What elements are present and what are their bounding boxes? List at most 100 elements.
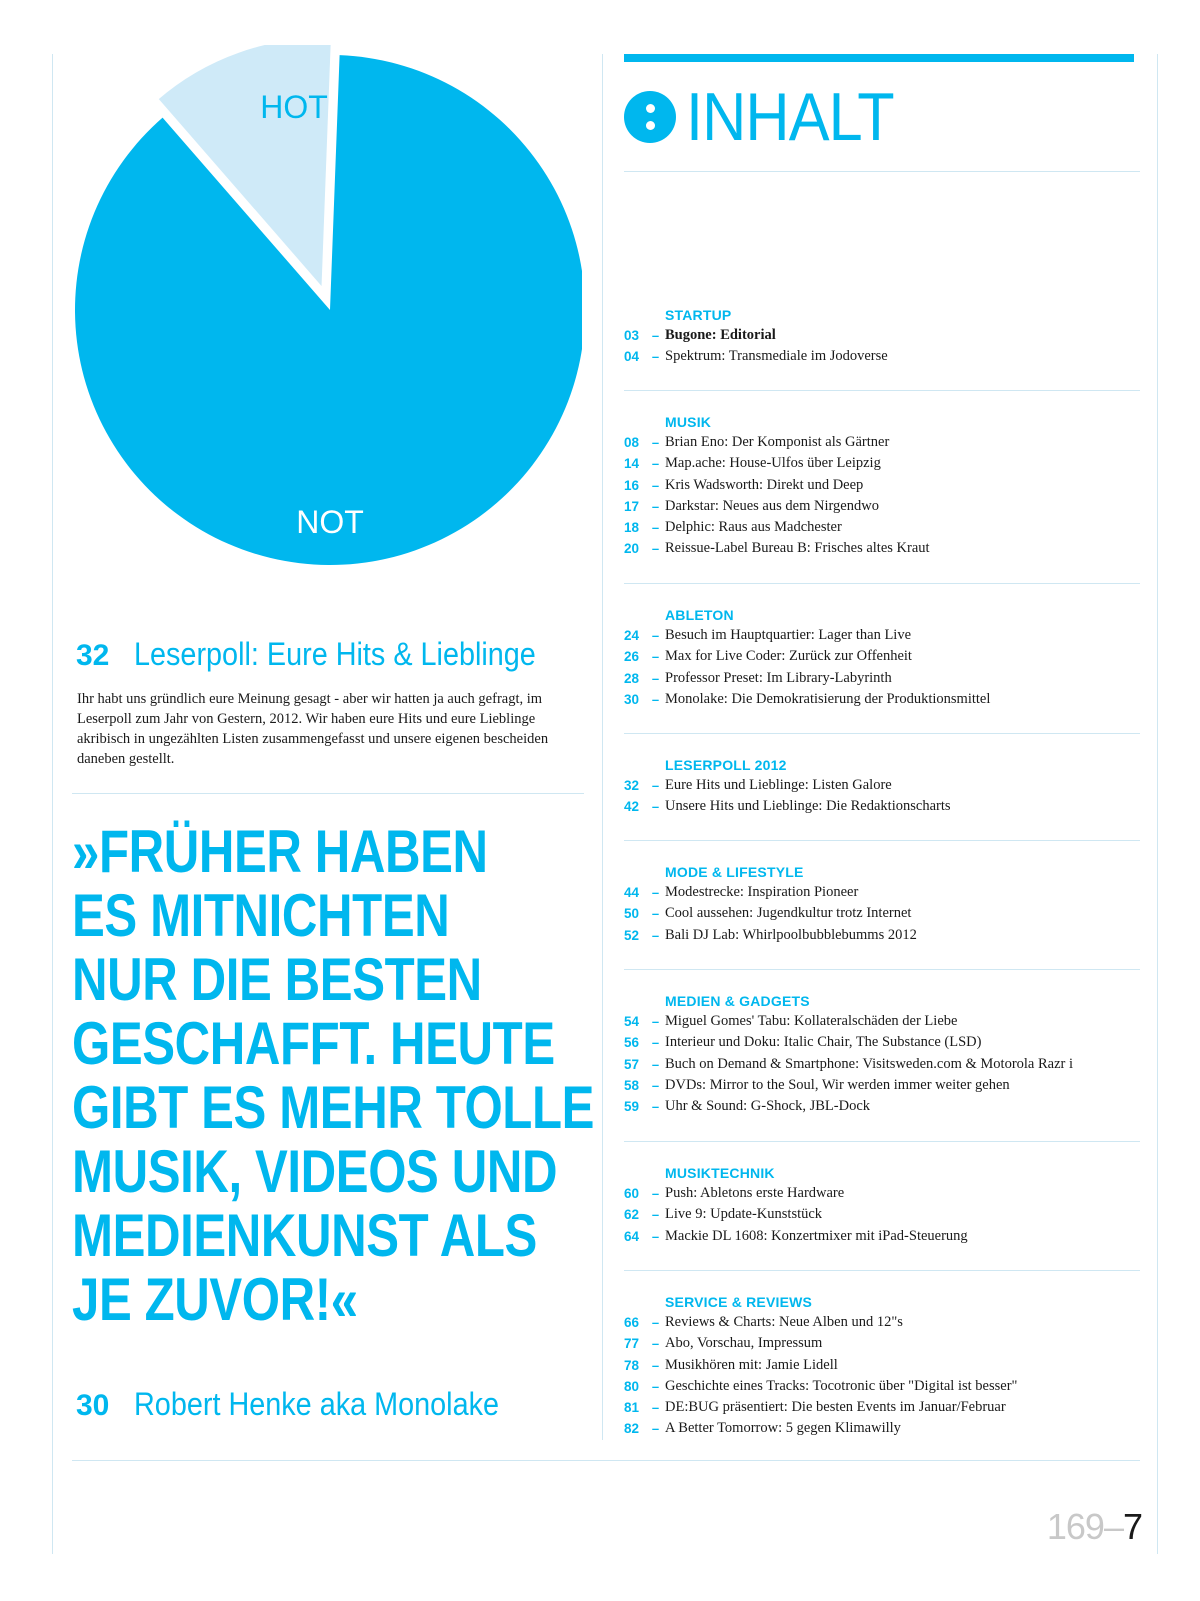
toc-entry[interactable]: 18– Delphic: Raus aus Madchester bbox=[624, 517, 1144, 538]
toc-section-title: SERVICE & REVIEWS bbox=[665, 1294, 813, 1310]
toc-section-title: MODE & LIFESTYLE bbox=[665, 864, 804, 880]
toc-entry[interactable]: 60– Push: Abletons erste Hardware bbox=[624, 1183, 1144, 1204]
toc-entry-page: 56 bbox=[624, 1035, 640, 1051]
toc-entry-title: Miguel Gomes' Tabu: Kollateralschäden de… bbox=[665, 1013, 958, 1029]
toc-entry-page: 24 bbox=[624, 628, 640, 643]
toc-entry[interactable]: 57– Buch on Demand & Smartphone: Visitswe… bbox=[624, 1054, 1144, 1075]
toc-entry-title: Darkstar: Neues aus dem Nirgendwo bbox=[665, 497, 879, 514]
toc-section: MODE & LIFESTYLE 44– Modestrecke: Inspirat… bbox=[624, 862, 1144, 946]
toc-entry-dash: – bbox=[651, 885, 660, 900]
toc-entry[interactable]: 64– Mackie DL 1608: Konzertmixer mit iPad… bbox=[624, 1226, 1144, 1247]
toc-entry[interactable]: 80– Geschichte eines Tracks: Tocotronic ü… bbox=[624, 1376, 1144, 1397]
toc-entry-title: Bali DJ Lab: Whirlpoolbubblebumms 2012 bbox=[665, 926, 917, 943]
toc-section: MUSIK 08– Brian Eno: Der Komponist als Gär… bbox=[624, 412, 1144, 560]
pie-slice-hot bbox=[153, 45, 335, 297]
toc-entry-page: 44 bbox=[624, 885, 640, 900]
toc-entry[interactable]: 30– Monolake: Die Demokratisierung der Pr… bbox=[624, 689, 1144, 710]
toc-entry-page: 26 bbox=[624, 649, 640, 665]
toc-entry[interactable]: 32– Eure Hits und Lieblinge: Listen Galor… bbox=[624, 775, 1144, 796]
toc-entry-page: 77 bbox=[624, 1336, 640, 1352]
toc-entry[interactable]: 62– Live 9: Update-Kunststück bbox=[624, 1204, 1144, 1225]
toc-entry[interactable]: 42– Unsere Hits und Lieblinge: Die Redakt… bbox=[624, 796, 1144, 817]
toc-entry-title: Interieur und Doku: Italic Chair, The Su… bbox=[665, 1034, 982, 1051]
toc-entry[interactable]: 52– Bali DJ Lab: Whirlpoolbubblebumms 201… bbox=[624, 925, 1144, 946]
toc-entry[interactable]: 17– Darkstar: Neues aus dem Nirgendwo bbox=[624, 496, 1144, 517]
toc-entry[interactable]: 44– Modestrecke: Inspiration Pioneer bbox=[624, 882, 1144, 903]
toc-entry-title: Besuch im Hauptquartier: Lager than Live bbox=[665, 627, 912, 643]
toc-entry-title: DE:BUG präsentiert: Die besten Events im… bbox=[665, 1399, 1006, 1416]
toc-entry[interactable]: 26– Max for Live Coder: Zurück zur Offenh… bbox=[624, 646, 1144, 667]
toc-section-rule bbox=[624, 840, 1140, 841]
toc-entry[interactable]: 78– Musikhören mit: Jamie Lidell bbox=[624, 1355, 1144, 1376]
toc-entry-dash: – bbox=[651, 1035, 660, 1051]
toc-entry[interactable]: 14– Map.ache: House-Ulfos über Leipzig bbox=[624, 453, 1144, 474]
toc-entry-dash: – bbox=[651, 435, 660, 450]
toc-entry[interactable]: 04– Spektrum: Transmediale im Jodoverse bbox=[624, 346, 1144, 367]
toc-entry-title: DVDs: Mirror to the Soul, Wir werden imm… bbox=[665, 1076, 1010, 1093]
toc-entry[interactable]: 28– Professor Preset: Im Library-Labyrint… bbox=[624, 668, 1144, 689]
toc-entry[interactable]: 24– Besuch im Hauptquartier: Lager than L… bbox=[624, 625, 1144, 646]
toc-entry-page: 28 bbox=[624, 670, 640, 686]
quote-line: JE ZUVOR!« bbox=[72, 1266, 358, 1333]
quote-line: GIBT ES MEHR TOLLE bbox=[72, 1074, 595, 1141]
toc-entry-dash: – bbox=[651, 1336, 660, 1352]
toc-entry-title: Bugone: Editorial bbox=[665, 327, 776, 343]
toc-entry-title: Monolake: Die Demokratisierung der Produ… bbox=[665, 690, 991, 707]
toc-entry[interactable]: 58– DVDs: Mirror to the Soul, Wir werden … bbox=[624, 1075, 1144, 1096]
toc-entry-page: 66 bbox=[624, 1315, 640, 1330]
toc-entry[interactable]: 16– Kris Wadsworth: Direkt und Deep bbox=[624, 475, 1144, 496]
feature-intro-text: Ihr habt uns gründlich eure Meinung gesa… bbox=[77, 691, 549, 767]
toc-entry-dash: – bbox=[651, 927, 660, 943]
quote-line: MEDIENKUNST ALS bbox=[72, 1202, 537, 1269]
toc-entry-title: Reissue-Label Bureau B: Frisches altes K… bbox=[665, 540, 930, 557]
pie-label-not: NOT bbox=[296, 504, 364, 540]
toc-entry-page: 03 bbox=[624, 328, 640, 343]
left-margin-line bbox=[52, 54, 53, 1554]
toc-section: STARTUP 03– Bugone: Editorial 04– Spektrum: … bbox=[624, 305, 1144, 368]
toc-entry-dash: – bbox=[651, 1400, 660, 1416]
toc-entry[interactable]: 08– Brian Eno: Der Komponist als Gärtner bbox=[624, 432, 1144, 453]
toc-section-title: STARTUP bbox=[665, 307, 732, 323]
quote-line: MUSIK, VIDEOS UND bbox=[72, 1138, 558, 1205]
toc-entry[interactable]: 20– Reissue-Label Bureau B: Frisches alte… bbox=[624, 538, 1144, 559]
toc-entry-page: 14 bbox=[624, 456, 640, 472]
page-number: 169–7 bbox=[1047, 1506, 1143, 1548]
toc-entry[interactable]: 54– Miguel Gomes' Tabu: Kollateralschäden… bbox=[624, 1011, 1144, 1032]
feature-page-number: 32 bbox=[76, 639, 110, 672]
colon-badge-icon bbox=[624, 91, 676, 143]
toc-entry[interactable]: 66– Reviews & Charts: Neue Alben und 12"s bbox=[624, 1312, 1144, 1333]
toc-entry[interactable]: 03– Bugone: Editorial bbox=[624, 325, 1144, 346]
toc-entry[interactable]: 81– DE:BUG präsentiert: Die besten Events… bbox=[624, 1397, 1144, 1418]
toc-entry[interactable]: 82– A Better Tomorrow: 5 gegen Klimawilly bbox=[624, 1418, 1144, 1439]
toc-entry[interactable]: 77– Abo, Vorschau, Impressum bbox=[624, 1333, 1144, 1354]
toc-entry-dash: – bbox=[651, 1099, 660, 1115]
pull-quote: »FRÜHER HABEN ES MITNICHTEN NUR DIE BEST… bbox=[72, 820, 595, 1333]
toc-header-rule bbox=[624, 171, 1140, 172]
quote-line: NUR DIE BESTEN bbox=[72, 946, 482, 1013]
toc-section-title: MUSIKTECHNIK bbox=[665, 1165, 775, 1181]
toc-top-bar bbox=[624, 54, 1134, 62]
toc-entry-dash: – bbox=[651, 1228, 660, 1244]
toc-entry-dash: – bbox=[651, 1014, 660, 1029]
toc-entry-dash: – bbox=[651, 778, 660, 793]
feature-leserpoll[interactable]: 32 Leserpoll: Eure Hits & Lieblinge bbox=[76, 636, 580, 673]
toc-entry-title: Geschichte eines Tracks: Tocotronic über… bbox=[665, 1377, 1018, 1394]
toc-entry-dash: – bbox=[651, 1421, 660, 1437]
quote-line: GESCHAFFT. HEUTE bbox=[72, 1010, 555, 1077]
toc-entry-page: 42 bbox=[624, 799, 640, 815]
toc-entry-title: Spektrum: Transmediale im Jodoverse bbox=[665, 348, 888, 365]
toc-entry[interactable]: 56– Interieur und Doku: Italic Chair, The… bbox=[624, 1032, 1144, 1053]
toc-entry[interactable]: 59– Uhr & Sound: G-Shock, JBL-Dock bbox=[624, 1096, 1144, 1117]
toc-entry-title: Mackie DL 1608: Konzertmixer mit iPad-St… bbox=[665, 1227, 968, 1244]
toc-section-rule bbox=[624, 390, 1140, 391]
toc-entry-page: 59 bbox=[624, 1099, 640, 1115]
toc-entry-title: Musikhören mit: Jamie Lidell bbox=[665, 1356, 838, 1373]
toc-entry-page: 30 bbox=[624, 691, 640, 707]
toc-entry-title: Reviews & Charts: Neue Alben und 12"s bbox=[665, 1314, 903, 1330]
page-number-value: 7 bbox=[1122, 1506, 1143, 1547]
feature-monolake[interactable]: 30 Robert Henke aka Monolake bbox=[76, 1386, 540, 1423]
toc-entry[interactable]: 50– Cool aussehen: Jugendkultur trotz Int… bbox=[624, 903, 1144, 924]
toc-entry-dash: – bbox=[651, 691, 660, 707]
toc-section-rule bbox=[624, 733, 1140, 734]
toc-entry-page: 17 bbox=[624, 498, 640, 514]
